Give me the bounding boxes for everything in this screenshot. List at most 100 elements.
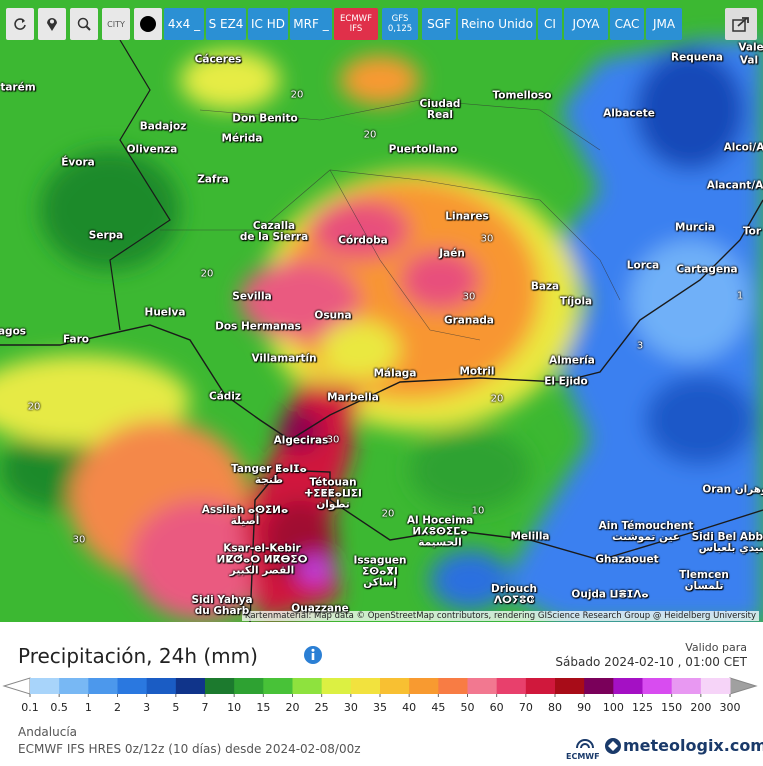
legend-label: 20: [286, 701, 300, 714]
place-label: tarém: [0, 81, 36, 94]
legend-label: 45: [431, 701, 445, 714]
place-label: Serpa: [88, 229, 124, 242]
legend-swatch: [642, 678, 673, 694]
share-icon: [732, 17, 749, 32]
contour-label: 20: [363, 129, 377, 141]
contour-label: 1: [736, 290, 744, 302]
legend-label: 70: [519, 701, 533, 714]
legend-swatch: [496, 678, 527, 694]
legend-label: 7: [202, 701, 209, 714]
place-label: Ksar-el-Kebir ⵍⵇⵚⴰⵔ ⵍⴽⴱⵉⵔ القصر الكبير: [216, 542, 308, 577]
contour-label: 20: [200, 268, 214, 280]
legend-label: 40: [402, 701, 416, 714]
contour-label: 3: [636, 340, 644, 352]
place-label: Melilla: [510, 530, 550, 543]
toolbar-button[interactable]: MRF _: [290, 8, 332, 40]
place-label: Tomelloso: [492, 89, 552, 102]
legend-swatch: [117, 678, 148, 694]
map-attribution: Kartenmaterial: Map data © OpenStreetMap…: [241, 611, 759, 621]
place-label: Almería: [549, 354, 595, 367]
place-label: Ain Témouchent عين تموشنت: [598, 520, 694, 543]
legend-swatch: [175, 678, 206, 694]
place-label: Driouch ⴷⵔⵢⵓⵛ: [491, 583, 537, 606]
place-label: Tanger ⵟⴰⵏⵊⴰ طنجة: [231, 463, 307, 486]
city-button[interactable]: CITY: [102, 8, 130, 40]
toolbar-button[interactable]: IC HD: [248, 8, 288, 40]
toolbar-button[interactable]: JMA: [646, 8, 682, 40]
place-label: Al Hoceima ⵍⵃⵓⵙⵉⵎⴰ الحسيمة: [406, 514, 474, 549]
place-label: Cazalla de la Sierra: [239, 220, 309, 243]
toolbar-button[interactable]: S EZ4: [206, 8, 246, 40]
legend-label: 3: [143, 701, 150, 714]
place-label: Puertollano: [388, 143, 458, 156]
zoom-button[interactable]: [70, 8, 98, 40]
contour-label: 20: [490, 393, 504, 405]
legend: 0.1 0.5 1 2 3 5 7 10 15 20 25 30 35 40 45 50 60 70 80 90 100…: [2, 677, 758, 714]
legend-swatch: [146, 678, 177, 694]
share-button[interactable]: [725, 8, 757, 40]
contour-label: 30: [326, 434, 340, 446]
toolbar-button[interactable]: Reino Unido: [458, 8, 536, 40]
info-icon[interactable]: [303, 645, 323, 665]
contour-label: 30: [462, 291, 476, 303]
contour-label: 20: [290, 89, 304, 101]
meteologix-mark: [605, 738, 621, 754]
place-label: Val: [739, 54, 759, 67]
location-button[interactable]: [38, 8, 66, 40]
legend-swatch: [234, 678, 264, 694]
contour-label: 20: [27, 401, 41, 413]
legend-label: 125: [632, 701, 653, 714]
toolbar-button[interactable]: CAC: [610, 8, 644, 40]
legend-label: 90: [577, 701, 591, 714]
place-label: Lorca: [626, 259, 660, 272]
refresh-button[interactable]: [6, 8, 34, 40]
place-label: Jaén: [439, 247, 465, 260]
brand[interactable]: meteologix.com: [623, 736, 763, 755]
place-label: Olivenza: [126, 143, 178, 156]
place-label: Ouazzane: [291, 602, 349, 615]
legend-swatch: [59, 678, 89, 694]
valid-label: Valido para: [685, 641, 747, 654]
place-label: Don Benito: [232, 112, 298, 125]
place-label: Murcia: [674, 221, 716, 234]
toolbar-button[interactable]: 4x4 _: [164, 8, 204, 40]
toolbar-button[interactable]: SGF: [422, 8, 456, 40]
place-label: Sidi Yahya du Gharb: [191, 594, 253, 617]
place-label: Huelva: [144, 306, 186, 319]
place-label: Évora: [61, 156, 95, 169]
place-label: Issaguen ⵉⵙⴰⴳⵏ إساكن: [353, 554, 407, 589]
place-label: Baza: [530, 280, 560, 293]
place-label: Marbella: [327, 391, 379, 404]
place-label: Tétouan ⵜⵉⵟⵟⴰⵡⵉⵏ تطوان: [304, 476, 362, 511]
map: Kartenmaterial: Map data © OpenStreetMap…: [0, 0, 763, 622]
place-label: Ghazaouet: [595, 553, 659, 566]
toolbar-button[interactable]: CI: [538, 8, 562, 40]
legend-label: 200: [690, 701, 711, 714]
precipitation-layer: [0, 0, 763, 622]
toolbar-button[interactable]: ECMWF IFS: [334, 8, 378, 40]
legend-label: 25: [315, 701, 329, 714]
toolbar-button[interactable]: JOYA: [564, 8, 608, 40]
place-label: Mérida: [221, 132, 263, 145]
place-label: agos: [0, 325, 27, 338]
legend-label: 300: [720, 701, 741, 714]
legend-label: 150: [661, 701, 682, 714]
place-label: Oran وهران: [702, 483, 763, 496]
place-label: Faro: [62, 333, 90, 346]
ecmwf-logo: ECMWF: [566, 752, 600, 761]
legend-swatch: [671, 678, 702, 694]
place-label: Albacete: [603, 107, 655, 120]
legend-label: 50: [461, 701, 475, 714]
place-label: Sidi Bel Abbès سيدي بلعباس: [691, 531, 763, 554]
legend-label: 100: [603, 701, 624, 714]
region: Andalucía: [18, 725, 78, 739]
toolbar-button[interactable]: GFS 0,125: [382, 8, 418, 40]
place-label: Osuna: [314, 309, 352, 322]
legend-label: 60: [490, 701, 504, 714]
place-label: Motril: [459, 365, 495, 378]
place-label: Cartagena: [676, 263, 738, 276]
legend-swatch: [380, 678, 410, 694]
legend-swatch: [263, 678, 293, 694]
dot-button[interactable]: [134, 8, 162, 40]
